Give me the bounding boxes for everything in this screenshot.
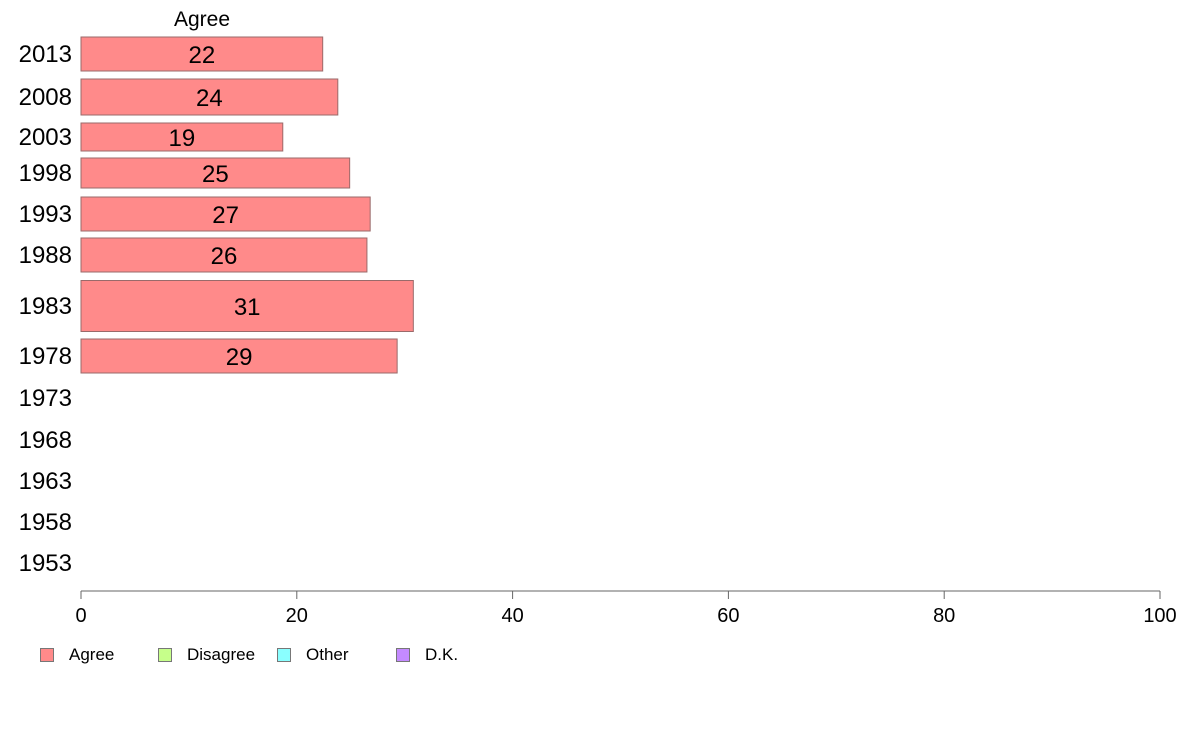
year-label-1998: 1998	[19, 160, 72, 187]
bars	[80, 36, 414, 374]
legend-item-dk: D.K.	[396, 645, 458, 665]
legend-swatch	[277, 648, 291, 662]
year-label-1953: 1953	[19, 550, 72, 577]
legend-label: Disagree	[187, 645, 256, 664]
bar-2003	[80, 122, 284, 152]
bar-2013	[80, 36, 324, 72]
year-label-1988: 1988	[19, 242, 72, 269]
legend-item-agree: Agree	[40, 645, 114, 665]
column-title: Agree	[174, 8, 230, 31]
bar-label-1988: 26	[211, 243, 238, 270]
legend-swatch	[158, 648, 172, 662]
legend-item-other: Other	[277, 645, 349, 665]
year-label-1983: 1983	[19, 293, 72, 320]
year-label-2003: 2003	[19, 124, 72, 151]
chart: Agree 2013 2008 2003 1998 1993 1988 1983 1978 19…	[19, 8, 1177, 627]
bar-label-2013: 22	[188, 42, 215, 69]
bar-label-1978: 29	[226, 344, 253, 371]
bar-1993	[80, 196, 371, 232]
legend-item-disagree: Disagree	[158, 645, 255, 665]
bar-label-2003: 19	[169, 125, 196, 152]
x-axis: 0 20 40 60 80 100	[75, 590, 1177, 627]
year-labels: 2013 2008 2003 1998 1993 1988 1983 1978 1973 1968…	[19, 41, 72, 577]
x-tick-label-0: 0	[75, 605, 86, 627]
bar-label-1993: 27	[212, 202, 239, 229]
legend-swatch	[40, 648, 54, 662]
x-tick-label-40: 40	[501, 605, 523, 627]
bar-label-1983: 31	[234, 294, 261, 321]
x-tick-label-20: 20	[286, 605, 308, 627]
legend-label: Agree	[69, 645, 115, 664]
bar-label-2008: 24	[196, 85, 223, 112]
year-label-2013: 2013	[19, 41, 72, 68]
bar-1988	[80, 237, 368, 273]
x-tick-label-60: 60	[717, 605, 739, 627]
x-tick-label-100: 100	[1143, 605, 1176, 627]
bar-1978	[80, 338, 398, 374]
year-label-1968: 1968	[19, 427, 72, 454]
x-tick-label-80: 80	[933, 605, 955, 627]
legend-label: Other	[306, 645, 349, 664]
year-label-1993: 1993	[19, 201, 72, 228]
year-label-1978: 1978	[19, 343, 72, 370]
bar-1998	[80, 157, 351, 189]
year-label-2008: 2008	[19, 84, 72, 111]
legend-label: D.K.	[425, 645, 459, 664]
bar-1983	[80, 280, 414, 332]
bar-label-1998: 25	[202, 161, 229, 188]
year-label-1963: 1963	[19, 468, 72, 495]
year-label-1958: 1958	[19, 509, 72, 536]
bar-2008	[80, 78, 339, 116]
year-label-1973: 1973	[19, 385, 72, 412]
legend-swatch	[396, 648, 410, 662]
